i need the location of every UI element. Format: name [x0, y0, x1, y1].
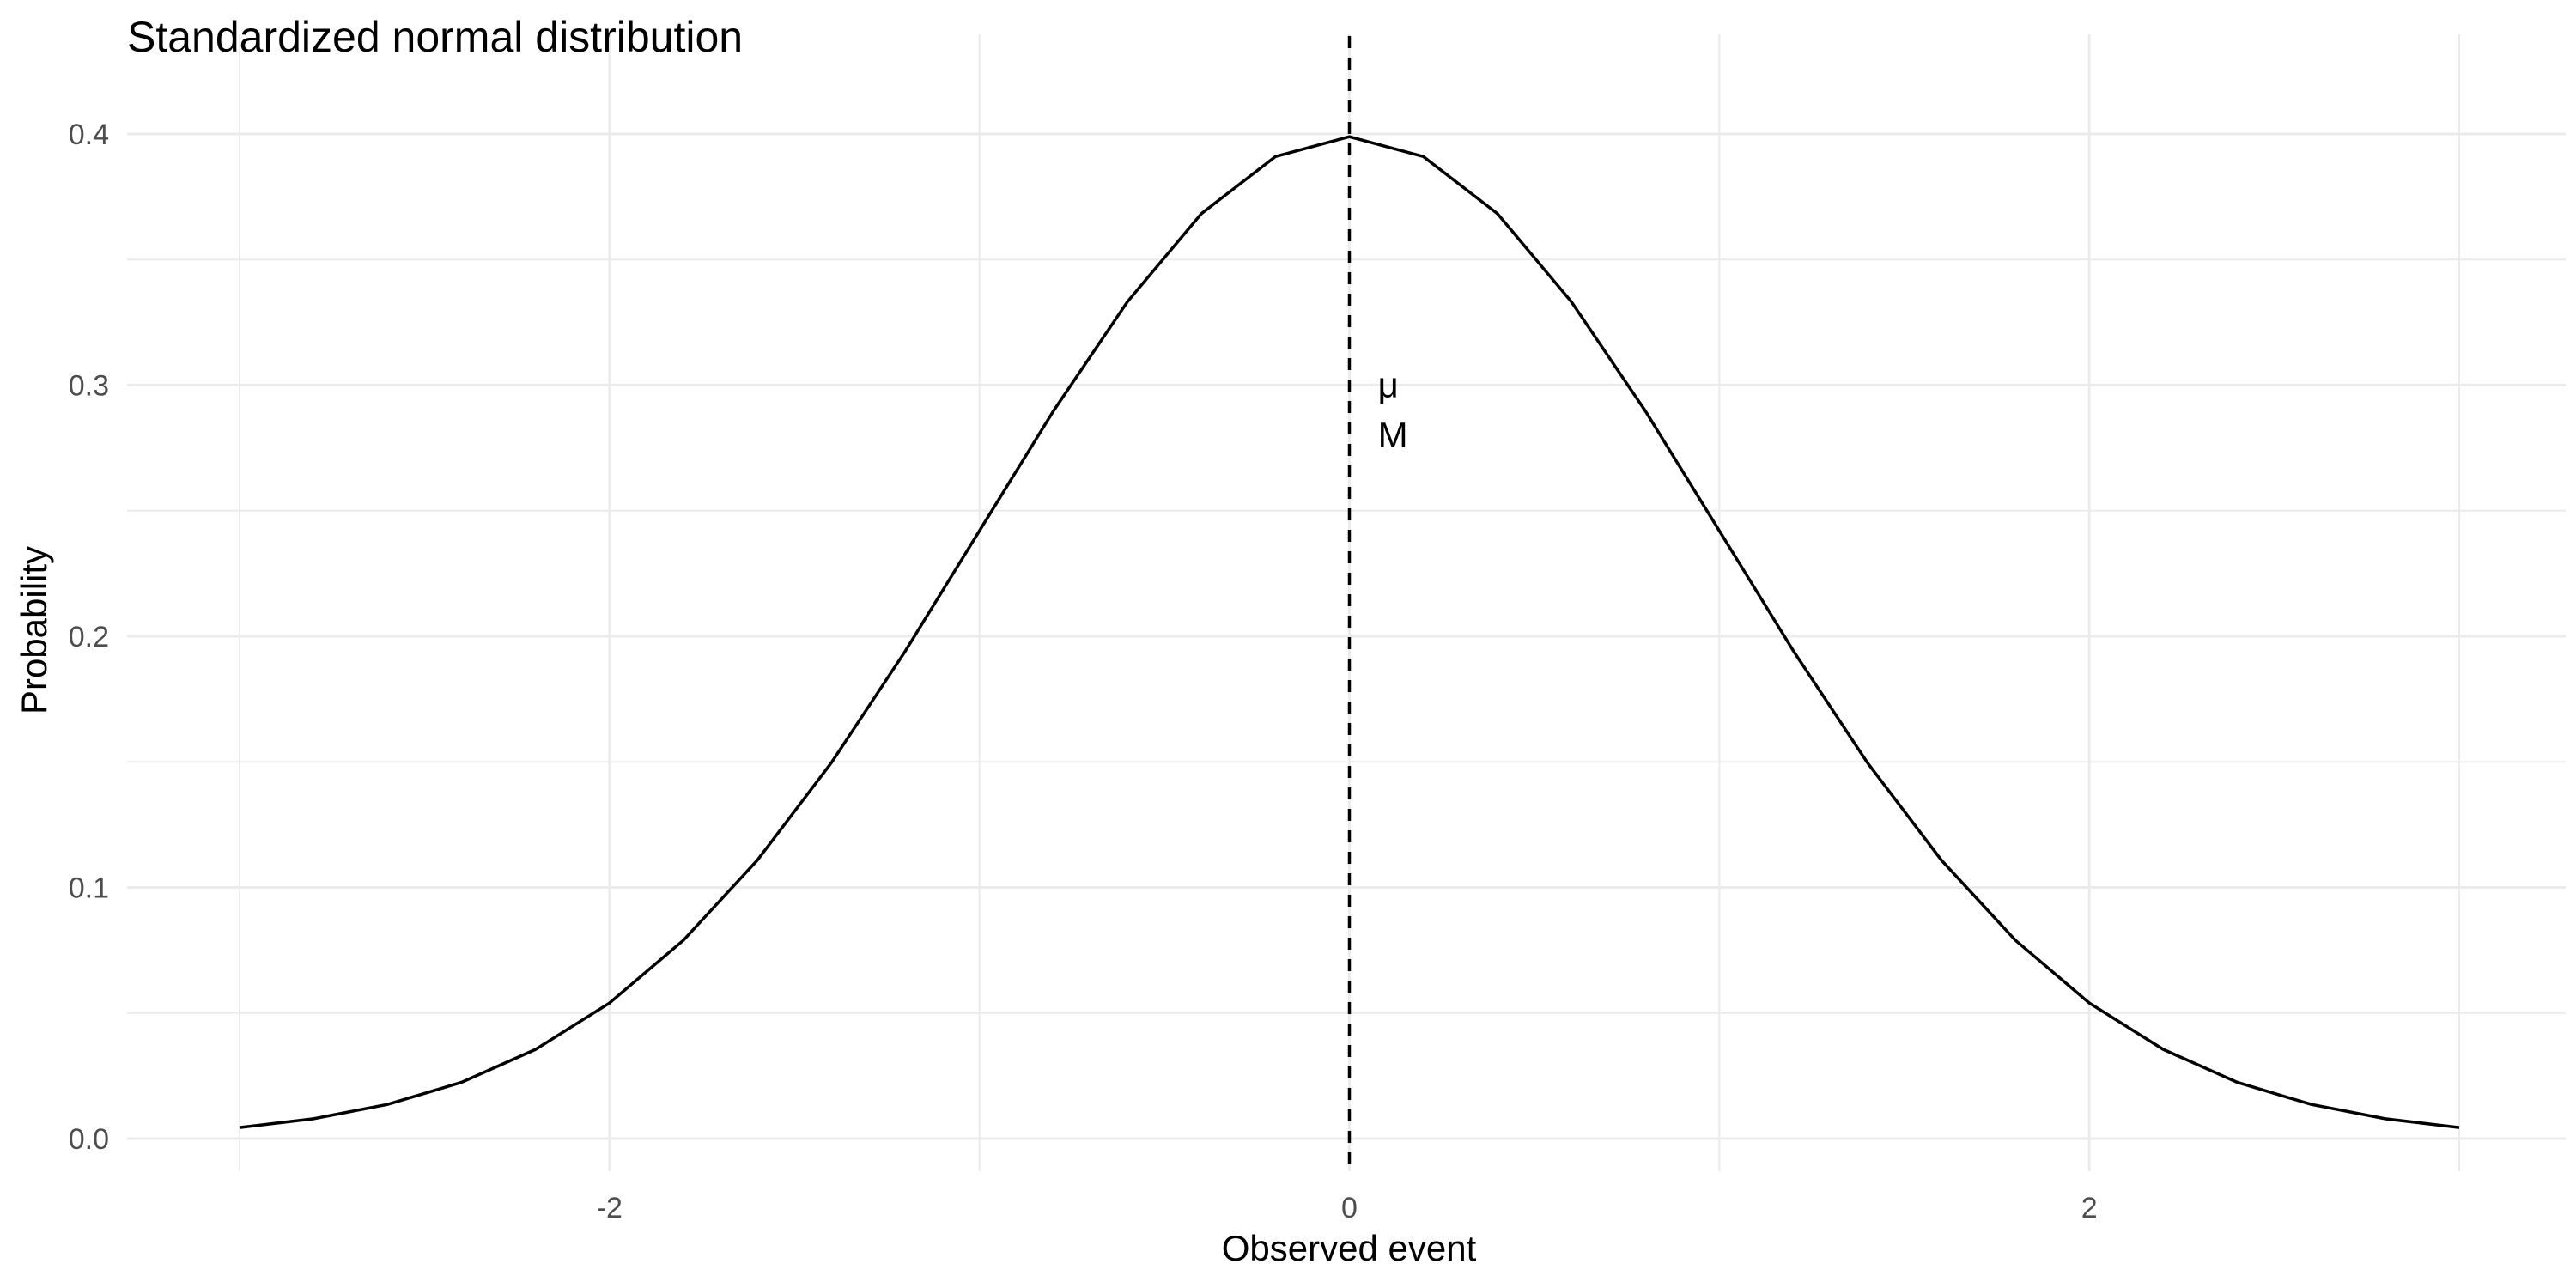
y-axis-title: Probability — [14, 546, 54, 714]
plot-data — [239, 36, 2460, 1171]
median-annotation: M — [1378, 415, 1408, 455]
y-tick-label: 0.0 — [69, 1123, 109, 1156]
y-tick-label: 0.2 — [69, 621, 109, 653]
mu-annotation: μ — [1378, 365, 1399, 405]
density-curve — [239, 135, 2460, 1129]
x-tick-label: 0 — [1341, 1192, 1358, 1224]
y-tick-label: 0.1 — [69, 872, 109, 905]
x-tick-label: -2 — [597, 1192, 623, 1224]
x-axis-title: Observed event — [1222, 1228, 1477, 1268]
x-tick-label: 2 — [2081, 1192, 2098, 1224]
y-tick-label: 0.4 — [69, 118, 109, 151]
annotations: μM — [1378, 365, 1408, 456]
y-tick-label: 0.3 — [69, 370, 109, 403]
axes: -2 0 2 0.0 0.1 0.2 0.3 0.4 — [69, 118, 2098, 1224]
gridlines — [127, 34, 2566, 1171]
chart-title: Standardized normal distribution — [127, 13, 743, 61]
